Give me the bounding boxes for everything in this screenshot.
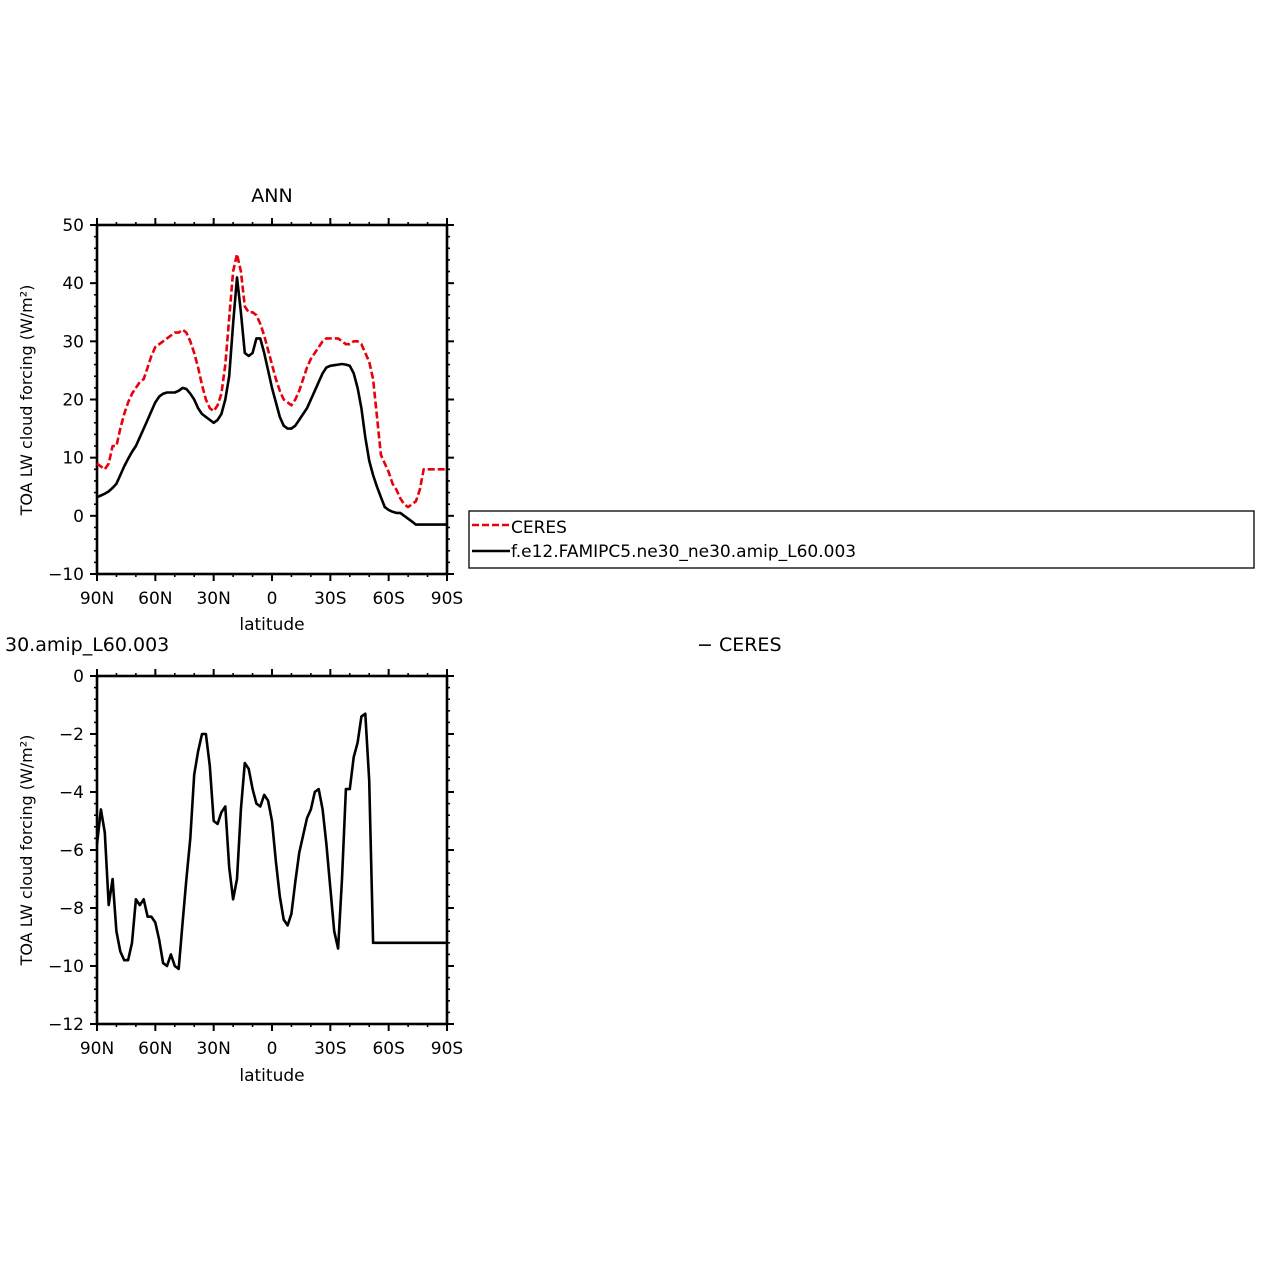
- top-series-line-0: [96, 252, 447, 509]
- bottom-x-tick-label: 30N: [196, 1039, 230, 1059]
- bottom-x-tick-label: 90N: [80, 1039, 114, 1059]
- top-y-tick-label: 50: [62, 216, 84, 236]
- bottom-xlabel: latitude: [239, 1066, 304, 1086]
- bottom-y-tick-label: −10: [48, 957, 84, 977]
- top-x-tick-label: 30N: [196, 589, 230, 609]
- top-plot-area: 90N 60N 30N 0 30S 60S 90S −10 0 10 20 30 40 50: [48, 216, 463, 609]
- bottom-x-tick-label: 60S: [372, 1039, 404, 1059]
- top-x-tick-label: 30S: [314, 589, 346, 609]
- bottom-series-line-0: [95, 712, 447, 971]
- top-xlabel: latitude: [239, 615, 304, 635]
- bottom-title-right: − CERES: [697, 634, 782, 656]
- top-x-tick-label: 90N: [80, 589, 114, 609]
- top-frame: [95, 223, 449, 576]
- bottom-ylabel: TOA LW cloud forcing (W/m²): [17, 735, 36, 967]
- bottom-x-tick-label: 60N: [138, 1039, 172, 1059]
- bottom-y-tick-label: 0: [73, 667, 84, 687]
- top-y-tick-label: 40: [62, 274, 84, 294]
- top-y-tick-label: −10: [48, 565, 84, 585]
- top-panel: ANN 90N 60N 30N 0 30S 60S 90S −10 0 10 20 30 40 50 la…: [17, 185, 1255, 635]
- legend-label-model: f.e12.FAMIPC5.ne30_ne30.amip_L60.003: [511, 542, 856, 562]
- bottom-plot-area: 90N 60N 30N 0 30S 60S 90S −12 −10 −8 −6 −4 −2 0: [48, 667, 463, 1059]
- top-x-tick-label: 0: [267, 589, 278, 609]
- legend-box: [468, 510, 1255, 569]
- top-y-tick-label: 10: [62, 449, 84, 469]
- bottom-y-tick-label: −2: [59, 725, 84, 745]
- bottom-x-tick-label: 30S: [314, 1039, 346, 1059]
- top-title: ANN: [251, 185, 292, 207]
- bottom-x-tick-label: 90S: [431, 1039, 463, 1059]
- top-y-tick-label: 0: [73, 507, 84, 527]
- top-y-tick-label: 20: [62, 391, 84, 411]
- top-y-tick-label: 30: [62, 332, 84, 352]
- top-x-tick-label: 60N: [138, 589, 172, 609]
- bottom-y-tick-label: −8: [59, 899, 84, 919]
- bottom-x-tick-label: 0: [267, 1039, 278, 1059]
- legend-label-ceres: CERES: [511, 518, 567, 538]
- bottom-panel: 30.amip_L60.003 − CERES 90N 60N 30N 0 30S 60S…: [5, 634, 782, 1086]
- top-series-line-1: [96, 276, 447, 526]
- top-ylabel: TOA LW cloud forcing (W/m²): [17, 285, 36, 517]
- bottom-frame: [95, 674, 449, 1026]
- legend: CERES f.e12.FAMIPC5.ne30_ne30.amip_L60.0…: [468, 510, 1255, 569]
- top-x-tick-label: 60S: [372, 589, 404, 609]
- bottom-y-tick-label: −6: [59, 841, 84, 861]
- bottom-y-tick-label: −4: [59, 783, 84, 803]
- bottom-title-left: 30.amip_L60.003: [5, 634, 169, 656]
- top-x-tick-label: 90S: [431, 589, 463, 609]
- bottom-y-tick-label: −12: [48, 1015, 84, 1035]
